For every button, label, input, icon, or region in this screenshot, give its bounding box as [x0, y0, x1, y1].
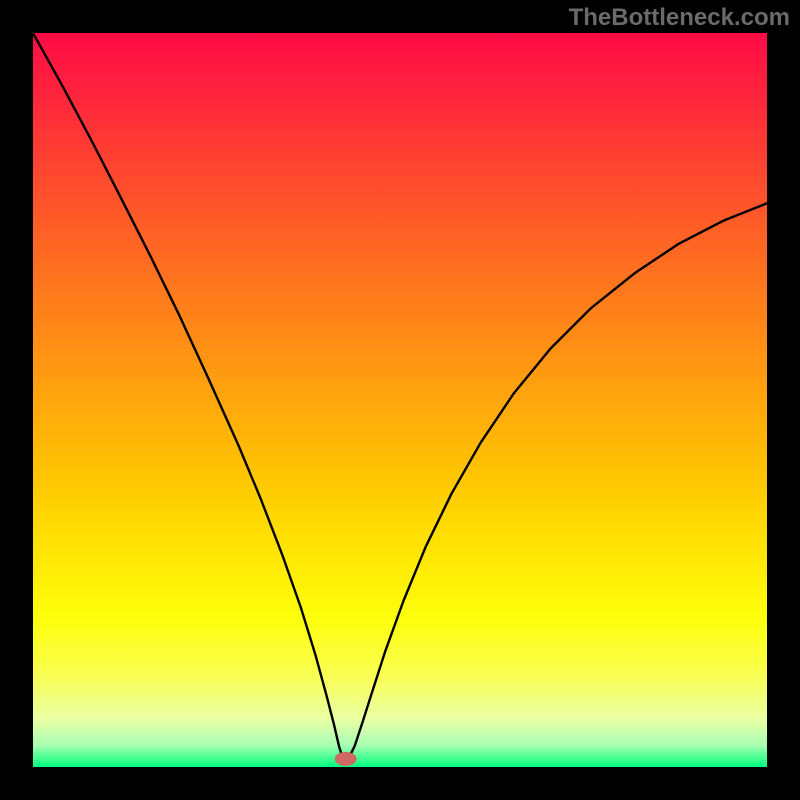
chart-container: { "watermark": { "text": "TheBottleneck.…	[0, 0, 800, 800]
curve-layer	[33, 33, 767, 767]
bottleneck-curve	[33, 33, 767, 758]
plot-area	[33, 33, 767, 767]
watermark-text: TheBottleneck.com	[569, 4, 790, 32]
minimum-marker	[335, 752, 357, 766]
